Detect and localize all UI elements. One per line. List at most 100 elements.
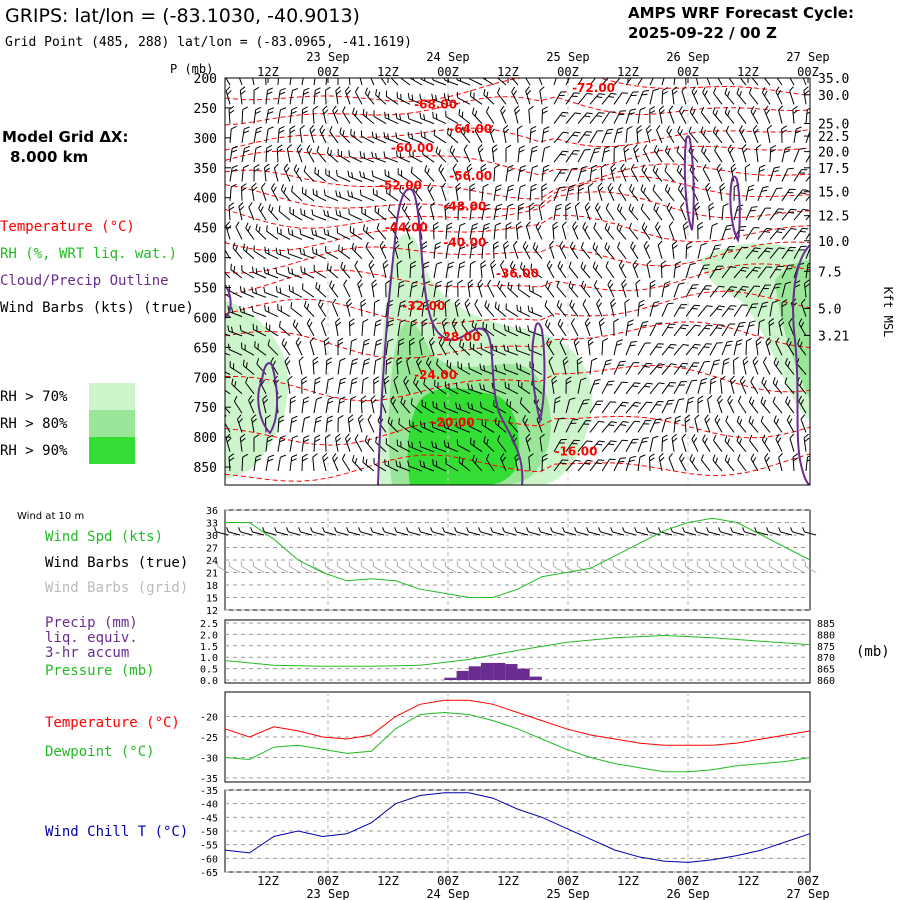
barb-shaft xyxy=(493,328,507,337)
barb-flag xyxy=(315,87,321,91)
wind-barb xyxy=(613,127,624,144)
barb-shaft xyxy=(577,131,587,144)
barb-flag xyxy=(360,395,367,400)
barb-shaft xyxy=(712,459,723,472)
barb-flag xyxy=(588,341,594,346)
barb-flag xyxy=(433,221,439,226)
barb-shaft xyxy=(680,207,687,221)
wind-barb xyxy=(601,359,612,375)
barb-shaft xyxy=(730,167,735,182)
temperature-contour-label: -32.00 xyxy=(402,299,445,313)
barb-flag xyxy=(327,210,330,217)
barb-flag xyxy=(331,283,335,290)
barb-shaft xyxy=(617,247,627,260)
barb-shaft xyxy=(691,91,699,105)
barb-shaft xyxy=(514,457,519,472)
barb-shaft xyxy=(505,167,509,182)
barb-shaft xyxy=(265,457,269,472)
wind-barb xyxy=(700,454,711,472)
wind-barb xyxy=(469,203,478,221)
wind-barb xyxy=(289,395,296,414)
bottom-date-label: 24 Sep xyxy=(426,887,469,900)
wind-barb xyxy=(625,108,637,124)
barb-shaft xyxy=(396,118,411,125)
barb-flag xyxy=(482,321,484,328)
barb-shaft xyxy=(765,341,771,356)
barb-flag xyxy=(804,437,810,443)
wind-barb xyxy=(311,209,327,221)
barb-flag xyxy=(558,442,565,444)
barb-flag xyxy=(464,298,469,304)
barb-shaft xyxy=(587,341,591,356)
wind-barb xyxy=(522,78,531,86)
wind-barb xyxy=(601,440,617,453)
barb-flag xyxy=(396,92,399,98)
barb-flag xyxy=(434,299,441,304)
barb-flag xyxy=(617,241,621,248)
barb-flag xyxy=(407,92,410,99)
barb-flag xyxy=(253,168,260,172)
barb-flag xyxy=(519,364,522,371)
wind-barb xyxy=(637,437,649,452)
height-tick-label: 17.5 xyxy=(818,162,849,177)
barb-flag xyxy=(310,527,313,533)
wind-barb xyxy=(342,106,351,124)
barb-shaft xyxy=(324,233,339,240)
barb-flag xyxy=(243,164,249,169)
wind-barb xyxy=(301,453,308,472)
barb-flag xyxy=(491,144,498,149)
barb-flag xyxy=(329,126,333,132)
barb-flag xyxy=(694,414,700,420)
barb-shaft xyxy=(471,325,483,337)
barb-shaft xyxy=(438,169,447,182)
pressure-tick-label: 350 xyxy=(194,162,217,177)
wind-barb xyxy=(789,86,795,105)
cloud-outline-far-right xyxy=(792,244,810,485)
barb-shaft xyxy=(382,264,387,279)
barb-shaft xyxy=(528,206,531,221)
barb-shaft xyxy=(685,399,689,414)
barb-shaft xyxy=(396,263,399,279)
barb-flag xyxy=(458,206,464,211)
barb-flag xyxy=(483,436,486,443)
wind-barb xyxy=(738,125,747,144)
wind-barb xyxy=(251,182,258,201)
barb-shaft xyxy=(360,156,375,163)
barb-flag xyxy=(444,298,451,304)
barb-shaft xyxy=(661,283,666,298)
barb-shaft xyxy=(281,343,291,356)
barb-flag xyxy=(367,90,371,97)
barb-shaft xyxy=(713,92,723,105)
barb-flag xyxy=(375,436,378,443)
barb-shaft xyxy=(601,93,612,105)
wind-barb xyxy=(251,414,257,433)
barb-flag xyxy=(413,377,417,383)
barb-shaft xyxy=(772,382,783,395)
wind-barb xyxy=(325,377,334,394)
barb-flag xyxy=(677,126,681,132)
wind-barb xyxy=(589,112,605,124)
barb-flag xyxy=(508,184,515,188)
barb-shaft xyxy=(557,324,567,337)
barb-shaft xyxy=(349,566,361,573)
barb-shaft xyxy=(637,322,644,337)
wind-barb xyxy=(433,241,441,259)
barb-shaft xyxy=(546,265,555,279)
wind-barb xyxy=(493,241,499,259)
wind-barb xyxy=(253,245,267,260)
barb-flag xyxy=(298,356,304,362)
barb-flag xyxy=(477,144,483,150)
wind-barb xyxy=(407,460,423,472)
wind-barb xyxy=(618,183,627,202)
barb-flag xyxy=(433,225,439,230)
barb-shaft xyxy=(781,188,791,202)
barb-flag xyxy=(396,356,402,361)
barb-shaft xyxy=(613,458,621,472)
barb-flag xyxy=(407,440,410,447)
top-time-label: 12Z xyxy=(737,65,759,79)
barb-flag xyxy=(446,284,453,288)
temperature-contour xyxy=(225,145,810,176)
barb-shaft xyxy=(781,246,791,259)
barb-flag xyxy=(280,454,287,458)
barb-flag xyxy=(346,527,349,533)
